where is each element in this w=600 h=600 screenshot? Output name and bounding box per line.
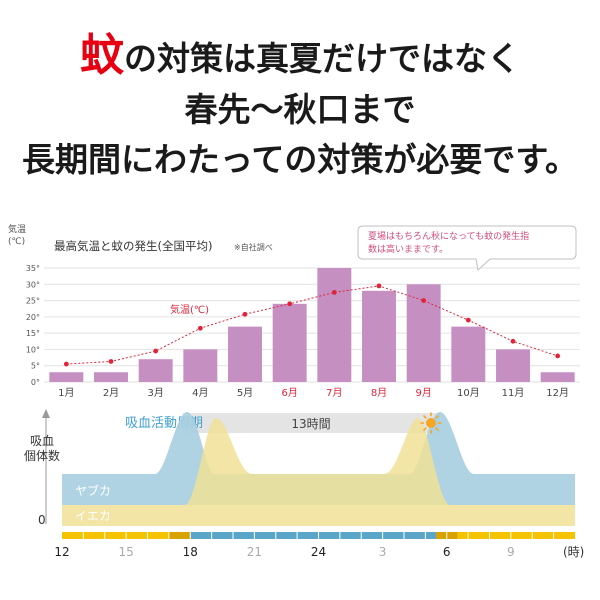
bars xyxy=(49,268,575,382)
cycle-y-zero: 0 xyxy=(38,513,46,527)
temperature-line xyxy=(63,283,561,367)
bar-7月 xyxy=(317,268,352,382)
bar-5月 xyxy=(228,326,262,382)
headline-mosquito-kanji: 蚊 xyxy=(80,30,124,81)
y-tick-label: 0° xyxy=(31,378,40,387)
headline-line1: 蚊の対策は真夏だけではなく xyxy=(0,34,600,81)
temperature-point-9月 xyxy=(421,298,427,303)
bar-4月 xyxy=(183,349,218,382)
blood-sucking-cycle-chart: 吸血 個体数 0 13時間 吸血活動周期 ヤブカ イエカ xyxy=(24,409,584,559)
headline-line1-rest: の対策は真夏だけではなく xyxy=(124,39,520,78)
callout-bubble: 夏場はもちろん秋になっても蚊の発生指 数は高いままです。 xyxy=(357,225,577,271)
bar-10月 xyxy=(451,326,486,382)
temperature-point-2月 xyxy=(108,359,114,364)
bar-12月 xyxy=(540,372,575,382)
x-category-label: 2月 xyxy=(103,387,119,399)
grid-lines xyxy=(44,267,580,383)
y-tick-label: 10° xyxy=(26,345,40,354)
temperature-point-5月 xyxy=(242,311,248,317)
hour-tick-label: 24 xyxy=(311,545,326,559)
yabuka-area xyxy=(62,412,575,505)
x-category-label: 9月 xyxy=(415,387,431,399)
headline-line3: 長期間にわたっての対策が必要です。 xyxy=(21,140,579,179)
hour-tick-label: 9 xyxy=(507,545,515,559)
x-category-label: 3月 xyxy=(147,387,163,399)
chart-title-note: ※自社調べ xyxy=(234,242,273,252)
x-category-label: 7月 xyxy=(326,387,342,399)
temperature-mosquito-chart: 気温(℃) 最高気温と蚊の発生(全国平均) ※自社調べ 0° 5° 10° 15° 20… xyxy=(8,223,580,399)
hour-tick-label: 15 xyxy=(118,545,133,559)
x-category-label: 8月 xyxy=(371,387,387,399)
temperature-point-12月 xyxy=(555,353,561,359)
bar-6月 xyxy=(272,303,307,382)
bar-2月 xyxy=(94,372,128,382)
x-category-label: 1月 xyxy=(58,387,74,399)
bar-3月 xyxy=(138,359,173,382)
time-segment xyxy=(168,532,191,539)
temperature-series-label: 気温(℃) xyxy=(170,303,209,316)
temperature-point-1月 xyxy=(63,361,69,367)
chart-title: 最高気温と蚊の発生(全国平均) xyxy=(54,239,212,253)
temperature-point-7月 xyxy=(331,290,337,295)
x-category-label: 11月 xyxy=(502,387,525,399)
bar-8月 xyxy=(362,290,396,382)
time-segment xyxy=(457,532,575,539)
headline-line2: 春先〜秋口まで xyxy=(184,90,416,129)
y-tick-labels: 0° 5° 10° 15° 20° 25° 30° 35° xyxy=(26,264,40,387)
time-segment xyxy=(190,532,437,539)
temperature-point-10月 xyxy=(465,317,471,323)
x-category-label: 10月 xyxy=(457,387,480,399)
hour-tick-label: 18 xyxy=(183,545,198,559)
y-axis-arrow-icon xyxy=(42,409,50,418)
x-category-label: 4月 xyxy=(192,387,208,399)
yabuka-label: ヤブカ xyxy=(75,483,111,498)
x-category-label: 12月 xyxy=(546,387,569,399)
temperature-point-4月 xyxy=(197,325,203,331)
hour-unit-label: (時) xyxy=(563,545,584,559)
hour-tick-label: 3 xyxy=(379,545,387,559)
hour-tick-label: 12 xyxy=(54,545,69,559)
span-label: 13時間 xyxy=(291,417,330,431)
cycle-y-label-line2: 個体数 xyxy=(24,448,60,463)
bar-11月 xyxy=(496,349,530,382)
x-category-label: 6月 xyxy=(281,387,297,399)
y-tick-label: 15° xyxy=(26,329,40,338)
ieka-label: イエカ xyxy=(75,509,111,523)
callout-text: 夏場はもちろん秋になっても蚊の発生指 数は高いままです。 xyxy=(368,230,532,255)
temperature-point-8月 xyxy=(376,283,382,289)
x-category-label: 5月 xyxy=(237,387,253,399)
y-tick-label: 35° xyxy=(26,264,40,273)
y-tick-label: 20° xyxy=(26,313,40,322)
time-bar xyxy=(62,532,575,539)
temperature-point-6月 xyxy=(287,301,293,307)
cycle-y-label-line1: 吸血 xyxy=(30,434,54,448)
y-tick-label: 30° xyxy=(26,280,40,289)
night-span-band xyxy=(183,413,440,433)
hour-tick-label: 21 xyxy=(247,545,262,559)
y-tick-label: 5° xyxy=(31,362,40,371)
temperature-point-11月 xyxy=(510,338,516,344)
x-category-labels: 1月 2月 3月 4月 5月 6月 7月 8月 9月 10月 11月 12月 xyxy=(58,387,569,399)
y-tick-label: 25° xyxy=(26,297,40,306)
ieka-area xyxy=(62,418,575,526)
bar-1月 xyxy=(49,372,84,382)
temperature-line-path xyxy=(66,285,558,365)
sun-icon xyxy=(420,412,442,434)
temperature-point-3月 xyxy=(153,348,159,354)
hour-tick-labels: 12 15 18 21 24 3 6 9 xyxy=(54,545,514,559)
time-segment xyxy=(62,532,169,539)
hour-tick-label: 6 xyxy=(443,545,451,559)
y-axis-label: 気温(℃) xyxy=(8,223,26,247)
